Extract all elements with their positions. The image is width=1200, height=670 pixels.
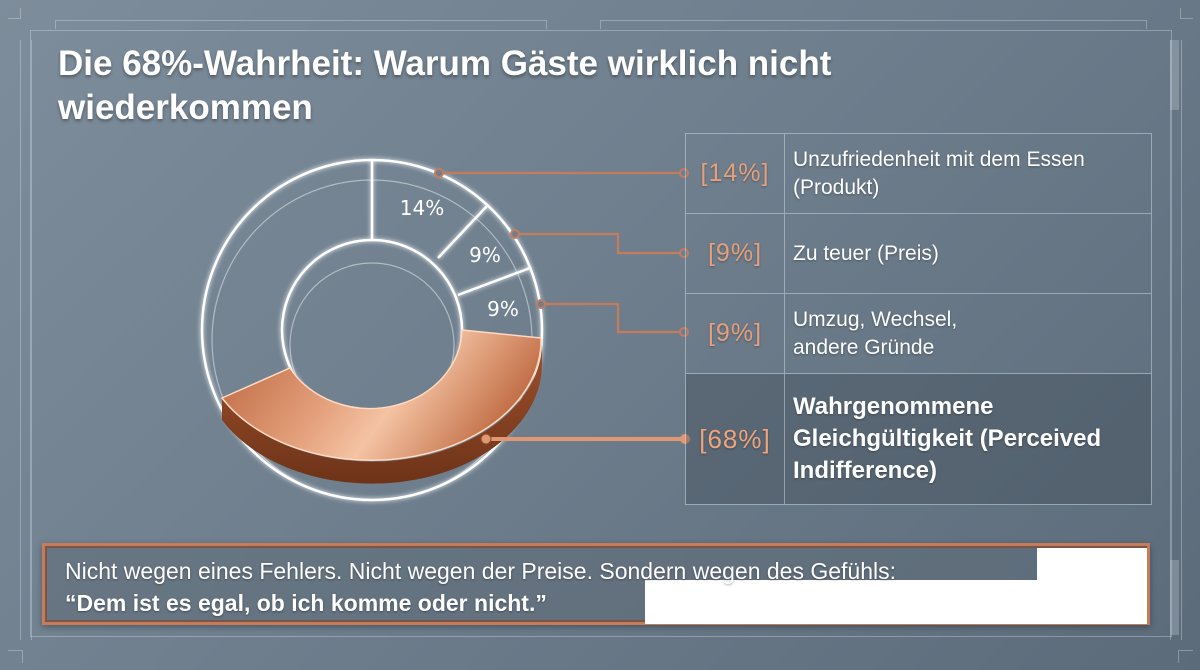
- quote-line-2: “Dem ist es egal, ob ich komme oder nich…: [65, 590, 547, 616]
- connector-lines: [439, 171, 684, 334]
- legend-row-other: [9%] Umzug, Wechsel, andere Gründe: [686, 294, 1151, 374]
- slice-68-highlight: [220, 329, 543, 484]
- legend-label: Umzug, Wechsel, andere Gründe: [793, 307, 958, 359]
- redaction-block: [645, 580, 1147, 624]
- legend-label: Wahrgenommene Gleichgültigkeit (Perceive…: [793, 393, 1102, 484]
- legend-pct: [14%]: [686, 134, 785, 213]
- legend-pct: [68%]: [686, 374, 785, 504]
- legend-row-price: [9%] Zu teuer (Preis): [686, 214, 1151, 294]
- redaction-block: [1037, 548, 1147, 582]
- legend-row-indifference: [68%] Wahrgenommene Gleichgültigkeit (Pe…: [686, 374, 1151, 504]
- legend-row-product: [14%] Unzufriedenheit mit dem Essen (Pro…: [686, 134, 1151, 214]
- legend-pct: [9%]: [686, 214, 785, 293]
- legend-pct: [9%]: [686, 294, 785, 373]
- quote-line-1: Nicht wegen eines Fehlers. Nicht wegen d…: [65, 558, 897, 584]
- legend-label: Unzufriedenheit mit dem Essen (Produkt): [793, 147, 1085, 199]
- legend-table: [14%] Unzufriedenheit mit dem Essen (Pro…: [685, 133, 1152, 505]
- quote-box: Nicht wegen eines Fehlers. Nicht wegen d…: [42, 543, 1150, 625]
- page-title: Die 68%-Wahrheit: Warum Gäste wirklich n…: [58, 44, 832, 127]
- slice-label-14: 14%: [400, 196, 444, 220]
- legend-label: Zu teuer (Preis): [793, 241, 939, 265]
- slice-label-9a: 9%: [469, 243, 501, 267]
- slice-label-9b: 9%: [487, 297, 519, 321]
